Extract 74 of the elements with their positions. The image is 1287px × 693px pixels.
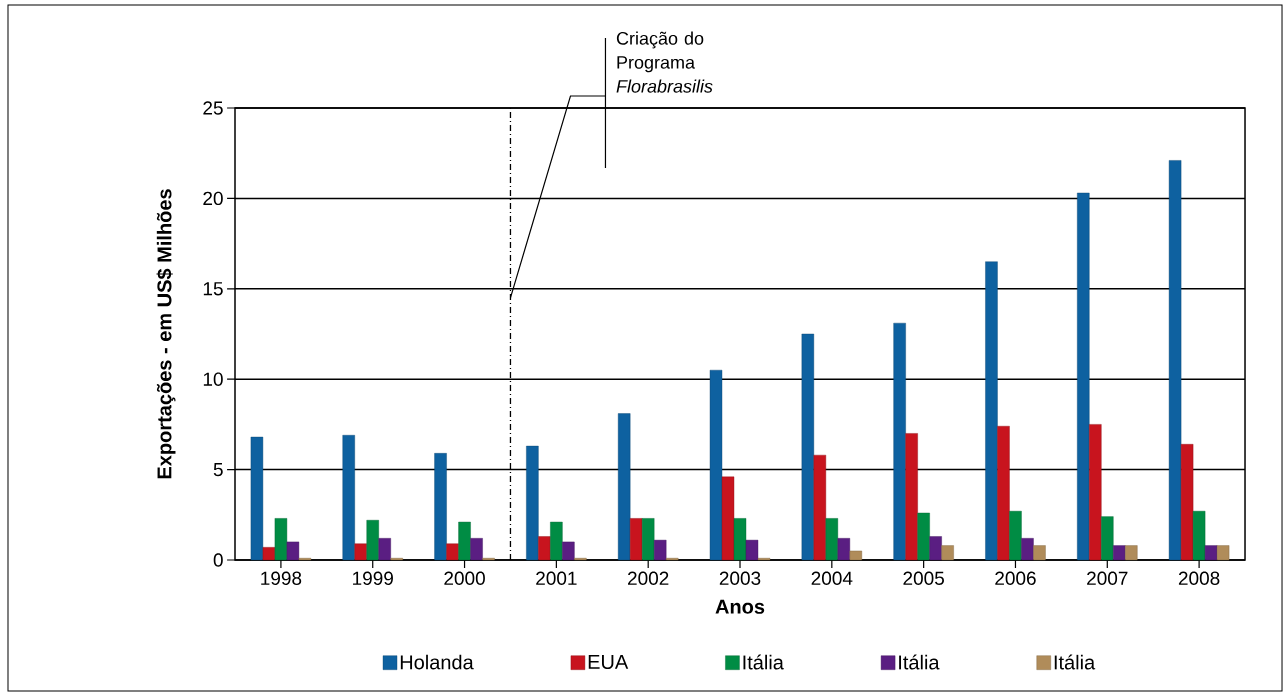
bar [653, 539, 667, 561]
x-tick-label: 2001 [536, 571, 577, 585]
legend-label: EUA [588, 655, 629, 670]
y-axis-title: Exportações - em US$ Milhões [156, 189, 176, 479]
x-tick-label: 1998 [261, 571, 302, 585]
bar [629, 518, 643, 561]
bar [1113, 545, 1126, 561]
bar [550, 521, 563, 561]
bar [1168, 160, 1182, 561]
x-tick-label: 2005 [903, 571, 944, 585]
bar [1033, 545, 1046, 561]
bar [617, 413, 631, 561]
y-tick-label: 15 [203, 282, 223, 296]
ref-line-label: Criação do Programa Florabrasilis [616, 31, 713, 93]
bar [354, 543, 367, 561]
bar [378, 538, 391, 561]
bar [917, 512, 930, 561]
bar [538, 536, 551, 561]
x-tick-label: 1999 [353, 571, 393, 585]
bar [641, 518, 655, 561]
y-tick-label: 5 [213, 462, 223, 477]
bar [813, 454, 827, 561]
bar [1009, 510, 1022, 561]
legend-label: Itália [1054, 654, 1096, 670]
x-tick-label: 2000 [444, 571, 485, 585]
bar [733, 518, 747, 561]
x-tick-label: 2002 [628, 571, 669, 585]
bar [801, 333, 815, 561]
bar [262, 547, 276, 561]
bar [929, 536, 942, 561]
x-tick-label: 2006 [995, 571, 1036, 585]
y-tick-label: 25 [203, 101, 223, 115]
x-tick-label: 2003 [719, 571, 761, 585]
bar [837, 538, 851, 561]
y-tick-label: 20 [203, 191, 223, 206]
x-tick-label: 2007 [1087, 571, 1128, 585]
legend-label: Itália [899, 654, 940, 670]
y-tick-label: 0 [213, 553, 223, 567]
bar [985, 261, 998, 561]
bar [1204, 545, 1218, 561]
bar [250, 436, 264, 561]
bar [366, 520, 379, 561]
bar [1180, 444, 1194, 561]
bar [1101, 516, 1114, 561]
x-axis-title: Anos [715, 599, 765, 614]
x-tick-label: 2004 [811, 571, 853, 585]
bar [997, 426, 1010, 561]
bar [905, 433, 918, 561]
bar [1077, 192, 1090, 561]
bar [721, 476, 735, 561]
x-tick-label: 2008 [1178, 571, 1220, 585]
bar [1192, 510, 1206, 561]
bar [274, 518, 288, 561]
bar [562, 541, 575, 561]
bar [893, 322, 906, 561]
bar [1021, 538, 1034, 561]
bar [1125, 545, 1138, 561]
bar [941, 545, 954, 561]
bar [745, 539, 759, 561]
legend-label: Itália [743, 654, 784, 670]
bar [342, 435, 355, 561]
bar [446, 543, 459, 561]
bar [825, 518, 839, 561]
y-tick-label: 10 [203, 372, 223, 386]
bar [470, 538, 483, 561]
bar [286, 541, 300, 561]
bar [849, 550, 863, 561]
bar [1089, 424, 1102, 561]
bar [458, 521, 471, 561]
legend-label: Holanda [400, 654, 474, 670]
bar [434, 453, 447, 561]
bar [709, 369, 723, 561]
bar [526, 445, 539, 561]
bar [1216, 545, 1230, 561]
